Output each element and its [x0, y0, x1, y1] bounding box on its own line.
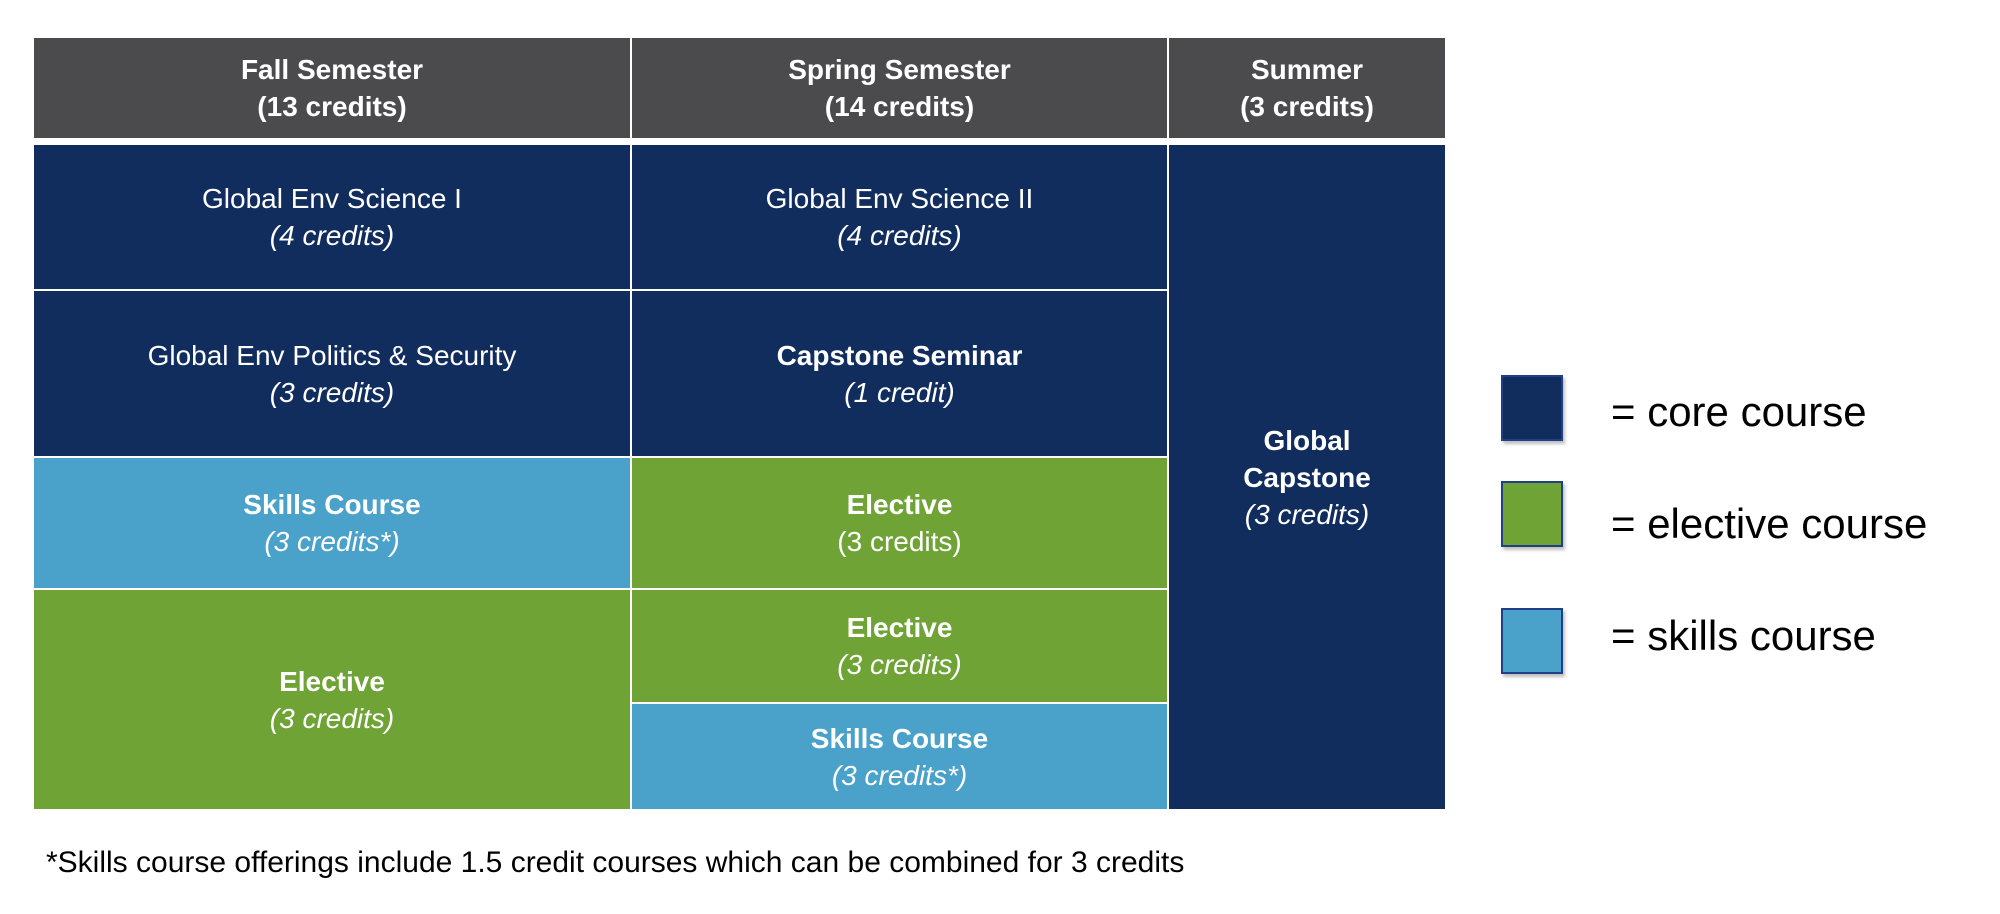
- course-global-env-politics-security: Global Env Politics & Security (3 credit…: [34, 291, 630, 456]
- course-credits: (3 credits): [837, 649, 962, 680]
- legend-swatch-core: [1501, 375, 1563, 441]
- course-global-env-science-2: Global Env Science II (4 credits): [632, 145, 1167, 289]
- course-name: Elective: [279, 665, 385, 697]
- course-name-line2: Capstone: [1243, 461, 1371, 493]
- header-fall: Fall Semester (13 credits): [34, 38, 630, 138]
- legend-swatch-skills: [1501, 608, 1563, 674]
- header-spring: Spring Semester (14 credits): [632, 38, 1167, 138]
- legend-label-skills: = skills course: [1611, 612, 1876, 659]
- course-elective-spring-2: Elective (3 credits): [632, 590, 1167, 702]
- header-credits: (13 credits): [257, 91, 407, 122]
- course-capstone-seminar: Capstone Seminar (1 credit): [632, 291, 1167, 456]
- course-name: Skills Course: [810, 722, 989, 754]
- course-global-env-science-1: Global Env Science I (4 credits): [34, 145, 630, 289]
- header-credits: (3 credits): [1240, 91, 1374, 122]
- course-name: Global Env Science I: [202, 183, 462, 214]
- course-name: Global Env Politics & Security: [147, 339, 517, 371]
- course-name: Global Env Science II: [765, 183, 1034, 214]
- header-summer: Summer (3 credits): [1169, 38, 1445, 138]
- course-elective-spring-1: Elective (3 credits): [632, 458, 1167, 588]
- course-name: Elective: [846, 612, 953, 643]
- course-elective-fall: Elective (3 credits): [34, 590, 630, 809]
- course-credits: (4 credits): [837, 220, 962, 251]
- footnote: *Skills course offerings include 1.5 cre…: [46, 846, 1185, 879]
- course-credits: (3 credits*): [264, 526, 400, 557]
- course-skills-spring: Skills Course (3 credits*): [632, 704, 1167, 809]
- course-credits: (4 credits): [269, 220, 395, 251]
- course-name: Capstone Seminar: [776, 339, 1023, 371]
- course-credits: (3 credits*): [831, 759, 968, 791]
- course-global-capstone: Global Capstone (3 credits): [1169, 145, 1445, 809]
- course-credits: (3 credits): [837, 526, 962, 557]
- course-name-line1: Global: [1263, 424, 1351, 456]
- header-title: Spring Semester: [788, 54, 1011, 85]
- header-credits: (14 credits): [824, 91, 975, 122]
- course-credits: (3 credits): [269, 702, 395, 734]
- course-name: Skills Course: [243, 489, 421, 520]
- course-credits: (3 credits): [269, 376, 395, 408]
- legend-label-core: = core course: [1611, 388, 1867, 435]
- legend-label-elective: = elective course: [1611, 500, 1928, 547]
- legend-swatch-elective: [1501, 481, 1563, 547]
- header-title: Fall Semester: [240, 54, 424, 85]
- header-title: Summer: [1250, 54, 1364, 85]
- course-credits: (1 credit): [844, 376, 955, 408]
- course-name: Elective: [846, 489, 953, 520]
- course-skills-fall: Skills Course (3 credits*): [34, 458, 630, 588]
- course-credits: (3 credits): [1244, 498, 1370, 530]
